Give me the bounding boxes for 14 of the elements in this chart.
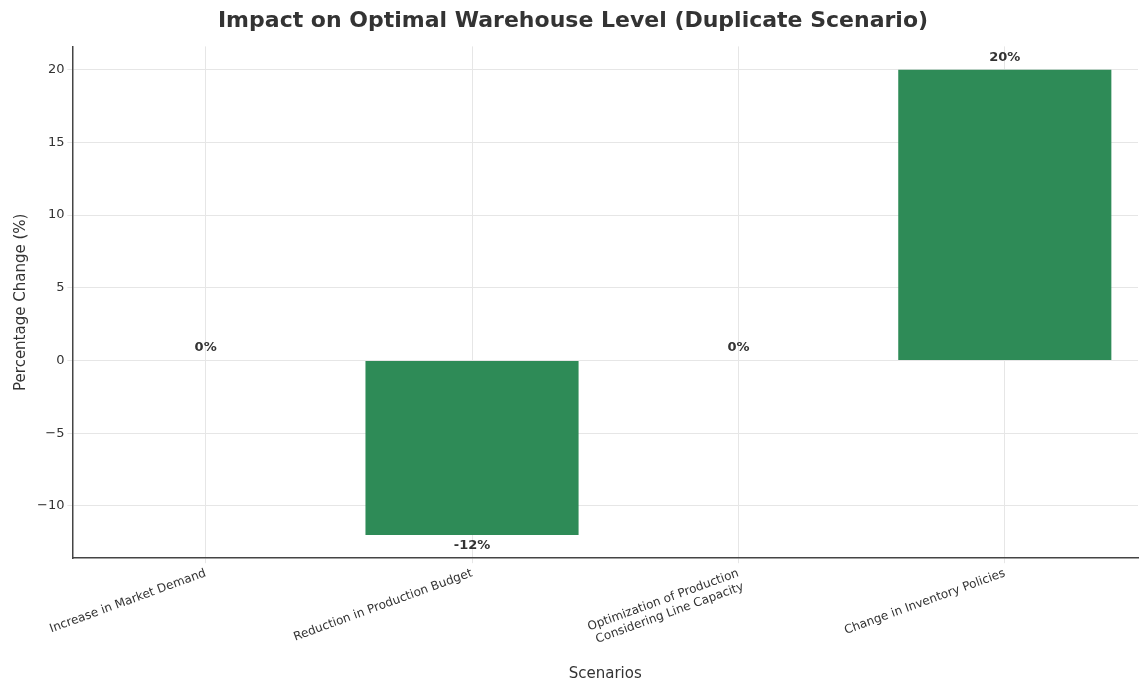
data-label: -12% [453, 536, 491, 552]
y-tick-label: 5 [56, 279, 65, 295]
data-label: 0% [194, 339, 217, 355]
data-label: 20% [989, 48, 1021, 64]
y-tick-label: 20 [47, 61, 65, 77]
y-tick-label: 10 [47, 206, 65, 222]
data-label: 0% [727, 339, 750, 355]
y-tick-label: 15 [47, 133, 65, 149]
y-tick-label: 0 [56, 351, 65, 367]
y-tick-label: −10 [37, 497, 65, 513]
y-axis-title: Percentage Change (%) [10, 213, 29, 391]
x-axis-title: Scenarios [568, 663, 642, 682]
chart-title: Impact on Optimal Warehouse Level (Duplicate Scenario) [217, 6, 929, 32]
y-tick-label: −5 [45, 424, 65, 440]
